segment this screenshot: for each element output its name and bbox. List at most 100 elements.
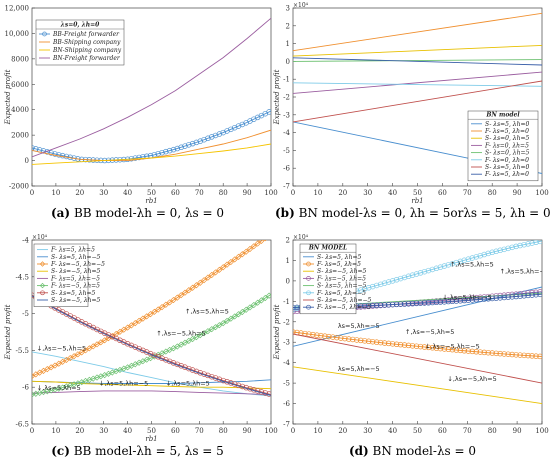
curve-annotation: ↓,λs=−5,λh=5 <box>447 375 496 383</box>
data-point <box>174 145 181 152</box>
data-point <box>437 299 444 305</box>
data-point <box>505 351 511 357</box>
series-line <box>293 333 542 384</box>
caption-d-letter: (d) <box>348 444 369 458</box>
data-point <box>457 298 464 304</box>
series-line <box>32 390 271 396</box>
data-point <box>306 331 312 337</box>
y-tick-label: -6 <box>283 400 290 408</box>
x-tick-label: 20 <box>75 189 84 197</box>
curve-annotation: ↑,λs=5,λh=5 <box>450 261 494 269</box>
data-point <box>385 279 392 285</box>
data-point <box>385 302 392 308</box>
series-line <box>32 17 271 158</box>
data-point <box>220 129 226 136</box>
curve-annotation: ↓,λs=5,λh=−5 <box>442 293 491 301</box>
data-point <box>525 352 531 359</box>
y-tick-label: -3 <box>283 339 290 347</box>
x-tick-label: 0 <box>291 427 295 435</box>
data-point <box>469 255 476 261</box>
data-point <box>529 353 535 359</box>
data-point <box>132 320 139 327</box>
data-point <box>521 241 527 248</box>
y-tick-label: -5 <box>22 310 29 318</box>
data-point <box>445 262 452 268</box>
data-point <box>181 339 189 346</box>
y-tick-label: 2 <box>286 237 290 245</box>
data-point <box>166 299 173 306</box>
data-point <box>501 351 507 357</box>
legend-entry: F- λs=−5, λh=−5 <box>50 261 105 268</box>
data-point <box>397 341 404 348</box>
data-point <box>55 360 62 367</box>
legend-box <box>467 110 539 182</box>
data-point <box>521 293 527 299</box>
legend-entry: S- λs=5, λh=5 <box>317 254 362 261</box>
data-point <box>449 260 456 267</box>
series-line <box>32 143 271 165</box>
data-point <box>493 350 499 357</box>
data-point <box>437 264 444 270</box>
data-point <box>525 241 531 247</box>
data-point <box>441 346 448 352</box>
data-point <box>509 351 515 358</box>
data-point <box>389 301 396 308</box>
caption-c: (c) BB model-λh = 5, λs = 5 <box>0 444 275 458</box>
legend-entry: BB-Shipping company <box>52 39 121 46</box>
chart-a: 0 10 20 30 40 50 60 70 80 90 100-20000200040006000… <box>4 5 278 206</box>
y-axis-label: Expected profit <box>4 69 12 125</box>
x-tick-label: 0 <box>30 189 34 197</box>
data-point <box>265 292 271 299</box>
x-tick-label: 70 <box>195 427 204 435</box>
data-point <box>113 330 120 338</box>
data-point <box>409 343 416 349</box>
data-point <box>185 337 192 344</box>
series-line <box>293 71 542 94</box>
data-point <box>533 240 539 245</box>
data-point <box>200 277 208 284</box>
data-point <box>162 301 169 308</box>
legend-box <box>35 19 125 66</box>
x-tick-label: 0 <box>30 427 34 435</box>
data-point <box>197 332 204 339</box>
y-tick-label: -2000 <box>9 183 29 191</box>
x-tick-label: 100 <box>264 427 277 435</box>
data-point <box>377 281 384 288</box>
data-point <box>377 339 384 346</box>
series-line <box>293 57 542 66</box>
y-tick-label: -1 <box>283 298 290 306</box>
data-point <box>465 256 472 262</box>
data-point <box>235 123 242 129</box>
data-point <box>220 264 227 271</box>
data-point <box>350 336 356 343</box>
data-point <box>405 301 412 307</box>
data-point <box>52 151 58 157</box>
data-point <box>437 345 444 352</box>
x-tick-label: 80 <box>219 427 228 435</box>
data-point <box>63 356 70 364</box>
data-point <box>227 315 234 322</box>
legend-entry: F- λs=−5, λh=5 <box>50 283 100 290</box>
x-tick-label: 20 <box>75 427 84 435</box>
data-point <box>254 240 261 247</box>
data-point <box>266 109 271 115</box>
y-tick-label: 0 <box>286 277 290 285</box>
data-point <box>417 343 424 350</box>
data-point <box>48 150 54 156</box>
data-point <box>82 347 89 354</box>
series-line <box>293 12 542 52</box>
data-point <box>533 291 539 298</box>
legend-entry: F- λs=5, λh=5 <box>316 261 361 268</box>
data-point <box>235 311 242 318</box>
data-point <box>189 140 196 147</box>
data-point <box>163 148 169 155</box>
data-point <box>155 306 162 313</box>
data-point <box>457 258 464 265</box>
data-point <box>67 354 74 362</box>
data-point <box>326 333 332 340</box>
data-point <box>409 300 416 307</box>
caption-a-text: BB model-λh = 0, λs = 0 <box>73 206 225 220</box>
data-point <box>223 317 231 325</box>
data-point <box>205 135 211 142</box>
x-tick-label: 50 <box>413 427 422 435</box>
